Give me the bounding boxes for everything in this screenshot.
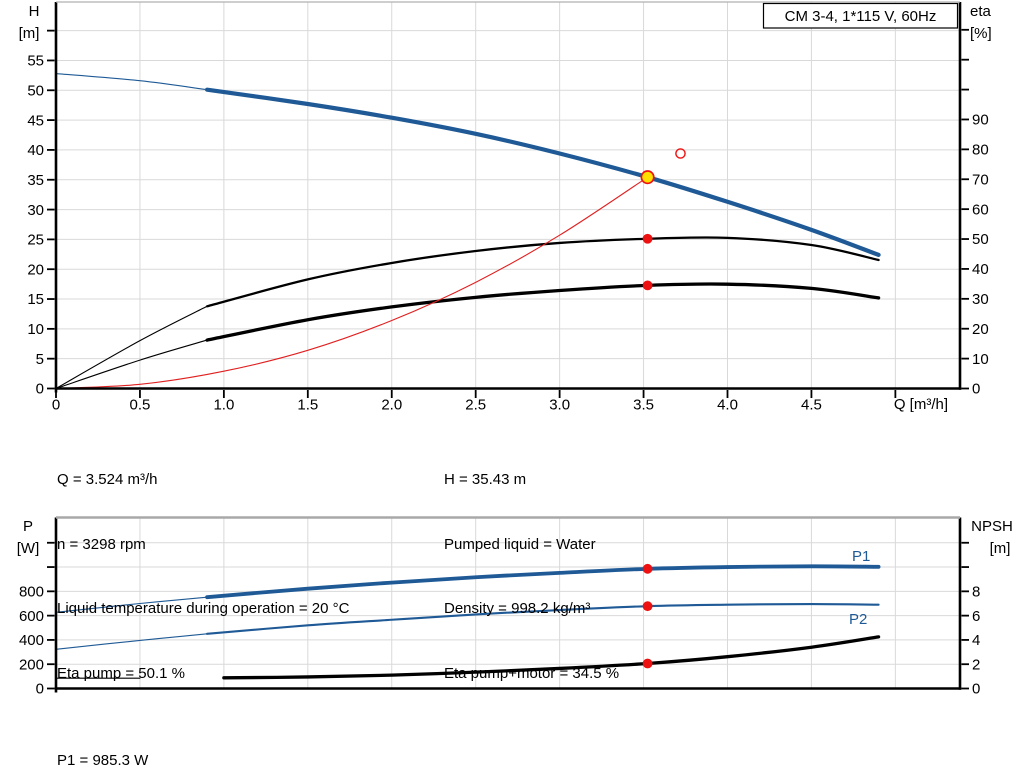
npsh-curve: [222, 635, 881, 680]
result-panel: P1 = 985.3 W P2 = 677.9 W NPSH = 2.06 m: [57, 703, 162, 781]
p2-curve-label: P2: [849, 611, 867, 628]
qh-eta-chart: 0 0.5 1.0 1.5 2.0 2.5 3.0 3.5 4.0 4.5 0 5 10 15 20 25 30…: [27, 1, 989, 414]
right-tick-label: 4: [972, 632, 980, 649]
info-line-eta-pump: Eta pump = 50.1 %: [57, 664, 185, 682]
x-tick-label: 4.5: [801, 397, 822, 414]
left-tick-label: 40: [27, 142, 44, 159]
left-tick-label: 35: [27, 172, 44, 189]
right-tick-label: 80: [972, 142, 989, 159]
p2-curve: [206, 603, 880, 635]
right-tick-label: 30: [972, 291, 989, 308]
left-tick-label: 5: [36, 351, 44, 368]
eta-axis-unit-label: eta: [970, 3, 992, 20]
operating-data-panel-right: H = 35.43 m Pumped liquid = Water Densit…: [444, 426, 619, 727]
left-tick-label: 50: [27, 82, 44, 99]
x-tick-label: 2.0: [381, 397, 402, 414]
npsh-axis-unit-bracket: [m]: [990, 540, 1011, 557]
x-tick-label: 0.5: [130, 397, 151, 414]
left-tick-label: 800: [19, 584, 44, 601]
info-line-eta-total: Eta pump+motor = 34.5 %: [444, 664, 620, 682]
eta-pump-motor-curve: [205, 282, 881, 342]
h-curve: [55, 73, 208, 91]
requested-duty-point-marker: [675, 148, 686, 159]
info-line-temperature: Liquid temperature during operation = 20…: [57, 600, 350, 617]
left-tick-label: 15: [27, 291, 44, 308]
eta-pump-motor-curve: [55, 339, 208, 390]
right-tick-label: 20: [972, 321, 989, 338]
p1-curve-label: P1: [852, 548, 870, 565]
left-tick-label: 45: [27, 112, 44, 129]
p1-curve: [205, 564, 881, 600]
left-tick-label: 55: [27, 53, 44, 70]
npsh-point-marker: [642, 658, 653, 669]
eta-pump-point-marker: [642, 233, 653, 244]
info-line-liquid: Pumped liquid = Water: [444, 535, 596, 553]
p2-curve: [55, 633, 208, 650]
eta-pump-curve: [205, 236, 880, 308]
p1-point-marker: [642, 563, 653, 574]
q-axis-label: Q [m³/h]: [894, 396, 948, 413]
info-line-speed: n = 3298 rpm: [57, 535, 146, 553]
left-tick-label: 0: [36, 381, 44, 398]
h-axis-unit-label: H: [29, 3, 40, 20]
info-line-q: Q = 3.524 m³/h: [57, 471, 158, 488]
right-tick-label: 50: [972, 231, 989, 248]
right-tick-label: 2: [972, 656, 980, 673]
x-tick-label: 4.0: [717, 397, 738, 414]
system-curve: [55, 176, 649, 390]
power-npsh-chart: 0 200 400 600 800 0 2 4 6 8: [19, 516, 980, 698]
duty-point-marker[interactable]: [640, 170, 655, 185]
info-line-head: H = 35.43 m: [444, 471, 527, 488]
right-tick-label: 0: [972, 381, 980, 398]
left-tick-label: 200: [19, 656, 44, 673]
x-tick-label: 0: [52, 397, 60, 414]
x-tick-label: 3.0: [549, 397, 570, 414]
chart-title-box: CM 3-4, 1*115 V, 60Hz: [762, 2, 959, 29]
eta-pump-motor-point-marker: [642, 280, 653, 291]
left-tick-label: 25: [27, 232, 44, 249]
p-axis-unit-label: P: [23, 518, 33, 535]
right-tick-label: 8: [972, 584, 980, 601]
left-tick-label: 30: [27, 202, 44, 219]
left-tick-label: 400: [19, 632, 44, 649]
x-tick-label: 1.5: [297, 397, 318, 414]
left-tick-label: 10: [27, 321, 44, 338]
p1-curve: [55, 596, 208, 613]
eta-axis-unit-bracket: [%]: [970, 25, 992, 42]
right-tick-label: 0: [972, 681, 980, 698]
right-tick-label: 90: [972, 112, 989, 129]
npsh-axis-unit-label: NPSH: [971, 518, 1013, 535]
result-line-p1: P1 = 985.3 W: [57, 752, 149, 769]
eta-pump-curve: [55, 305, 208, 390]
x-tick-label: 1.0: [213, 397, 234, 414]
x-tick-label: 2.5: [465, 397, 486, 414]
operating-data-panel-left: Q = 3.524 m³/h n = 3298 rpm Liquid tempe…: [57, 426, 349, 727]
right-tick-label: 10: [972, 351, 989, 368]
x-tick-label: 3.5: [633, 397, 654, 414]
left-tick-label: 20: [27, 261, 44, 278]
right-tick-label: 6: [972, 608, 980, 625]
p-axis-unit-bracket: [W]: [17, 540, 40, 557]
right-tick-label: 70: [972, 171, 989, 188]
info-line-density: Density = 998.2 kg/m³: [444, 600, 591, 617]
h-curve: [204, 87, 881, 257]
p2-point-marker: [642, 601, 653, 612]
pump-title: CM 3-4, 1*115 V, 60Hz: [785, 8, 937, 25]
right-tick-label: 60: [972, 201, 989, 218]
left-tick-label: 0: [36, 681, 44, 698]
h-axis-unit-bracket: [m]: [19, 25, 40, 42]
right-tick-label: 40: [972, 261, 989, 278]
left-tick-label: 600: [19, 608, 44, 625]
